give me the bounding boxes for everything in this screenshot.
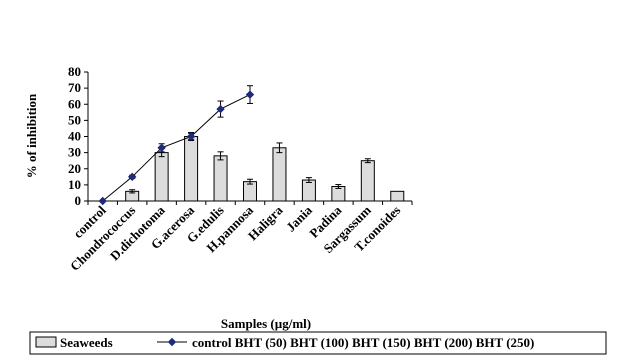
bar <box>272 147 287 202</box>
legend-box <box>29 331 607 355</box>
y-tick-label: 70 <box>68 80 81 95</box>
y-tick-label: 0 <box>75 193 82 208</box>
legend-swatch-seaweeds <box>35 336 57 348</box>
bar <box>390 190 405 202</box>
line-point <box>157 143 166 152</box>
bar <box>154 152 169 202</box>
line-point <box>186 132 196 141</box>
line-point <box>127 172 137 182</box>
y-tick-label: 50 <box>68 112 81 127</box>
y-tick-label: 40 <box>68 129 81 144</box>
legend-label-bht: control BHT (50) BHT (100) BHT (150) BHT… <box>192 335 534 350</box>
legend-swatch-marker <box>167 337 177 347</box>
x-axis-title: Samples (µg/ml) <box>221 316 311 331</box>
line-point <box>98 196 107 206</box>
y-tick-label: 20 <box>68 161 81 176</box>
legend-label-seaweeds: Seaweeds <box>60 335 113 350</box>
bar <box>213 155 228 202</box>
bar <box>360 160 375 202</box>
bar <box>184 136 199 202</box>
bar <box>301 179 316 202</box>
y-tick-label: 80 <box>68 64 81 79</box>
y-tick-label: 60 <box>68 96 81 111</box>
line-series <box>102 94 251 202</box>
line-point <box>245 90 255 99</box>
y-tick-label: 10 <box>68 177 81 192</box>
y-tick-label: 30 <box>68 145 81 160</box>
legend: Seaweeds control BHT (50) BHT (100) BHT (… <box>29 331 607 355</box>
y-axis-title: % of inhibition <box>24 93 39 178</box>
line-point <box>216 104 225 114</box>
plot-area: 01020304050607080controlChondrococcusD.d… <box>67 64 413 274</box>
